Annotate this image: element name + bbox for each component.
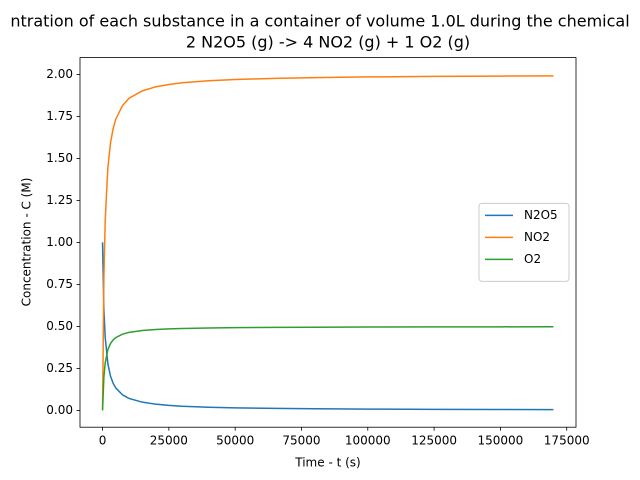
x-tick-label: 100000: [345, 434, 391, 448]
y-tick-label: 0.25: [46, 361, 73, 375]
y-tick-label: 1.00: [46, 235, 73, 249]
y-tick-label: 1.75: [46, 109, 73, 123]
y-tick-label: 1.25: [46, 193, 73, 207]
chart-subtitle: 2 N2O5 (g) -> 4 NO2 (g) + 1 O2 (g): [186, 33, 470, 52]
plot-frame: [79, 57, 577, 428]
y-axis-label: Concentration - C (M): [20, 178, 34, 307]
y-tick-label: 0.75: [46, 277, 73, 291]
y-tick-label: 0.00: [46, 403, 73, 417]
x-tick-label: 150000: [478, 434, 524, 448]
x-tick-label: 75000: [282, 434, 320, 448]
x-tick-label: 125000: [411, 434, 457, 448]
chart-title: ntration of each substance in a containe…: [10, 12, 629, 31]
x-tick-label: 0: [99, 434, 107, 448]
series-line: [101, 326, 554, 411]
legend-box: [478, 202, 570, 282]
x-axis-label: Time - t (s): [294, 456, 360, 470]
x-tick-label: 25000: [150, 434, 188, 448]
y-tick-label: 1.50: [46, 151, 73, 165]
legend-label: O2: [524, 252, 541, 266]
x-tick-label: 175000: [544, 434, 590, 448]
x-tick-label: 50000: [216, 434, 254, 448]
series-line: [101, 75, 554, 411]
series-line: [101, 242, 554, 411]
y-tick-label: 0.50: [46, 319, 73, 333]
y-tick-label: 2.00: [46, 67, 73, 81]
legend-label: N2O5: [524, 208, 558, 222]
legend-label: NO2: [524, 230, 550, 244]
